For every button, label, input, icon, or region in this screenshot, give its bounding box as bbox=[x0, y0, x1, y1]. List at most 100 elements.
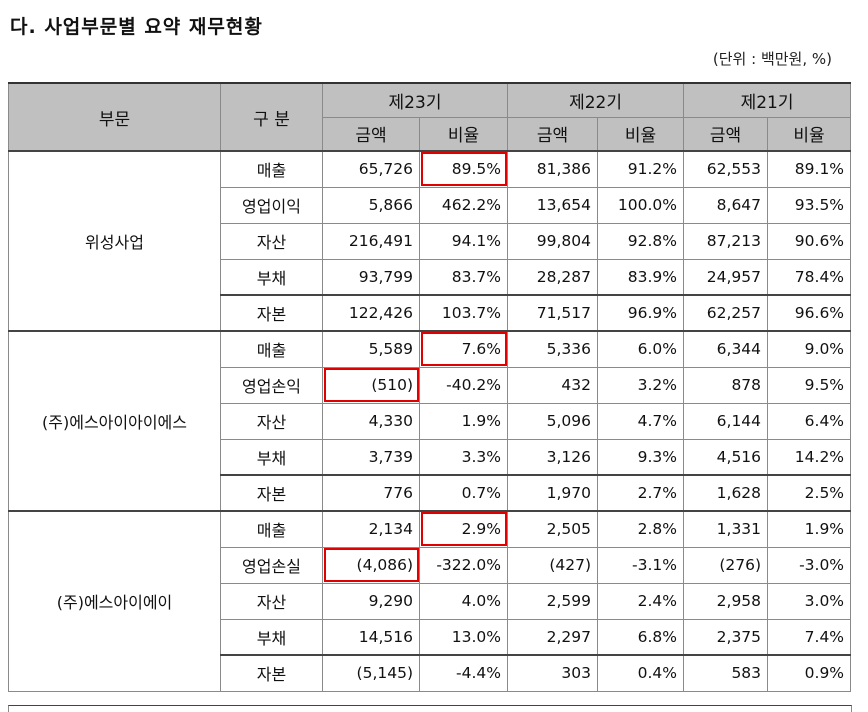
ratio-cell: 4.7% bbox=[597, 402, 685, 440]
amount-cell: (427) bbox=[507, 546, 599, 584]
amount-cell: 62,257 bbox=[683, 294, 769, 332]
ratio-cell: 2.4% bbox=[597, 582, 685, 620]
ratio-cell: 96.6% bbox=[767, 294, 852, 332]
ratio-cell: 94.1% bbox=[418, 222, 509, 260]
header-ratio: 비율 bbox=[597, 116, 685, 152]
ratio-cell: 6.0% bbox=[597, 330, 685, 368]
row-item-label: 자산 bbox=[220, 402, 323, 440]
header-ratio: 비율 bbox=[418, 116, 509, 152]
amount-cell: 9,290 bbox=[322, 582, 420, 620]
ratio-cell: 89.1% bbox=[767, 150, 852, 188]
amount-cell: 2,134 bbox=[322, 510, 420, 548]
ratio-cell: -3.0% bbox=[767, 546, 852, 584]
ratio-cell: 4.0% bbox=[418, 582, 509, 620]
amount-cell: 2,958 bbox=[683, 582, 769, 620]
ratio-cell: 6.8% bbox=[597, 618, 685, 656]
table-row: 자본 122,426 103.7% 71,517 96.9% 62,257 96.6% bbox=[9, 294, 852, 332]
amount-cell: (5,145) bbox=[322, 654, 420, 692]
amount-cell: 583 bbox=[683, 654, 769, 692]
header-period-23: 제23기 bbox=[321, 82, 509, 118]
amount-cell: 8,647 bbox=[683, 186, 769, 224]
table-row: (주)에스아이아이에스 매출 5,589 7.6% 5,336 6.0% 6,344 9.0% bbox=[8, 330, 852, 512]
table-row: 자산 216,491 94.1% 99,804 92.8% 87,213 90.6% bbox=[9, 222, 852, 260]
row-item-label: 매출 bbox=[220, 510, 323, 548]
header-amount: 금액 bbox=[322, 116, 420, 152]
ratio-cell: 2.7% bbox=[597, 474, 685, 512]
table-row: 영업손익 (510) -40.2% 432 3.2% 878 9.5% bbox=[9, 366, 852, 404]
row-item-label: 매출 bbox=[220, 330, 323, 368]
header-segment: 부문 bbox=[8, 82, 221, 152]
ratio-cell: 92.8% bbox=[597, 222, 685, 260]
table-row: 부채 93,799 83.7% 28,287 83.9% 24,957 78.4% bbox=[9, 258, 852, 296]
ratio-cell: -3.1% bbox=[597, 546, 685, 584]
ratio-cell: 0.9% bbox=[767, 654, 852, 692]
ratio-cell: 3.2% bbox=[597, 366, 685, 404]
table-row: 부채 14,516 13.0% 2,297 6.8% 2,375 7.4% bbox=[9, 618, 852, 656]
ratio-cell: 9.0% bbox=[767, 330, 852, 368]
amount-cell: 99,804 bbox=[507, 222, 599, 260]
ratio-cell: 0.7% bbox=[418, 474, 509, 512]
row-item-label: 영업손실 bbox=[220, 546, 323, 584]
row-item-label: 영업이익 bbox=[220, 186, 323, 224]
ratio-cell: 14.2% bbox=[767, 438, 852, 476]
ratio-cell: 89.5% bbox=[418, 150, 509, 188]
ratio-cell: 2.9% bbox=[418, 510, 509, 548]
ratio-cell: 83.9% bbox=[597, 258, 685, 296]
amount-cell: 24,957 bbox=[683, 258, 769, 296]
segment-name: (주)에스아이아이에스 bbox=[8, 330, 221, 512]
ratio-cell: 83.7% bbox=[418, 258, 509, 296]
amount-cell: 5,096 bbox=[507, 402, 599, 440]
ratio-cell: -322.0% bbox=[418, 546, 509, 584]
ratio-cell: 100.0% bbox=[597, 186, 685, 224]
amount-cell: 71,517 bbox=[507, 294, 599, 332]
amount-cell: 4,330 bbox=[322, 402, 420, 440]
ratio-cell: 78.4% bbox=[767, 258, 852, 296]
amount-cell: 3,126 bbox=[507, 438, 599, 476]
header-amount: 금액 bbox=[507, 116, 599, 152]
ratio-cell: 91.2% bbox=[597, 150, 685, 188]
amount-cell: 5,589 bbox=[322, 330, 420, 368]
amount-cell: 432 bbox=[507, 366, 599, 404]
ratio-cell: 2.5% bbox=[767, 474, 852, 512]
amount-cell: 1,628 bbox=[683, 474, 769, 512]
amount-cell: 216,491 bbox=[322, 222, 420, 260]
ratio-cell: 462.2% bbox=[418, 186, 509, 224]
header-amount: 금액 bbox=[683, 116, 769, 152]
table-header: 부문 구 분 제23기 제22기 제21기 금액 비율 금액 비율 금액 비율 bbox=[8, 82, 852, 152]
amount-cell: 87,213 bbox=[683, 222, 769, 260]
amount-cell: 6,144 bbox=[683, 402, 769, 440]
header-period-21: 제21기 bbox=[683, 82, 852, 118]
header-ratio: 비율 bbox=[767, 116, 852, 152]
table-row: 자본 (5,145) -4.4% 303 0.4% 583 0.9% bbox=[9, 654, 852, 692]
amount-cell: 13,654 bbox=[507, 186, 599, 224]
amount-cell: 28,287 bbox=[507, 258, 599, 296]
ratio-cell: -4.4% bbox=[418, 654, 509, 692]
amount-cell: 2,505 bbox=[507, 510, 599, 548]
amount-cell: 5,336 bbox=[507, 330, 599, 368]
header-item: 구 분 bbox=[220, 82, 323, 152]
row-item-label: 자산 bbox=[220, 222, 323, 260]
ratio-cell: 9.3% bbox=[597, 438, 685, 476]
table-row: 부채 3,739 3.3% 3,126 9.3% 4,516 14.2% bbox=[9, 438, 852, 476]
amount-cell: (4,086) bbox=[322, 546, 420, 584]
ratio-cell: 1.9% bbox=[767, 510, 852, 548]
amount-cell: 2,599 bbox=[507, 582, 599, 620]
ratio-cell: 90.6% bbox=[767, 222, 852, 260]
amount-cell: 776 bbox=[322, 474, 420, 512]
ratio-cell: 7.6% bbox=[418, 330, 509, 368]
table-row: 영업이익 5,866 462.2% 13,654 100.0% 8,647 93.5% bbox=[9, 186, 852, 224]
ratio-cell: 103.7% bbox=[418, 294, 509, 332]
table-row: (주)에스아이에이 매출 2,134 2.9% 2,505 2.8% 1,331 1.9% bbox=[8, 510, 852, 692]
amount-cell: 6,344 bbox=[683, 330, 769, 368]
row-item-label: 자본 bbox=[220, 654, 323, 692]
table-row: 자산 9,290 4.0% 2,599 2.4% 2,958 3.0% bbox=[9, 582, 852, 620]
ratio-cell: 7.4% bbox=[767, 618, 852, 656]
row-item-label: 자산 bbox=[220, 582, 323, 620]
amount-cell: 2,375 bbox=[683, 618, 769, 656]
segment-name: 위성사업 bbox=[8, 150, 221, 332]
segment-name: (주)에스아이에이 bbox=[8, 510, 221, 692]
amount-cell: 62,553 bbox=[683, 150, 769, 188]
amount-cell: 878 bbox=[683, 366, 769, 404]
ratio-cell: 9.5% bbox=[767, 366, 852, 404]
amount-cell: 3,739 bbox=[322, 438, 420, 476]
